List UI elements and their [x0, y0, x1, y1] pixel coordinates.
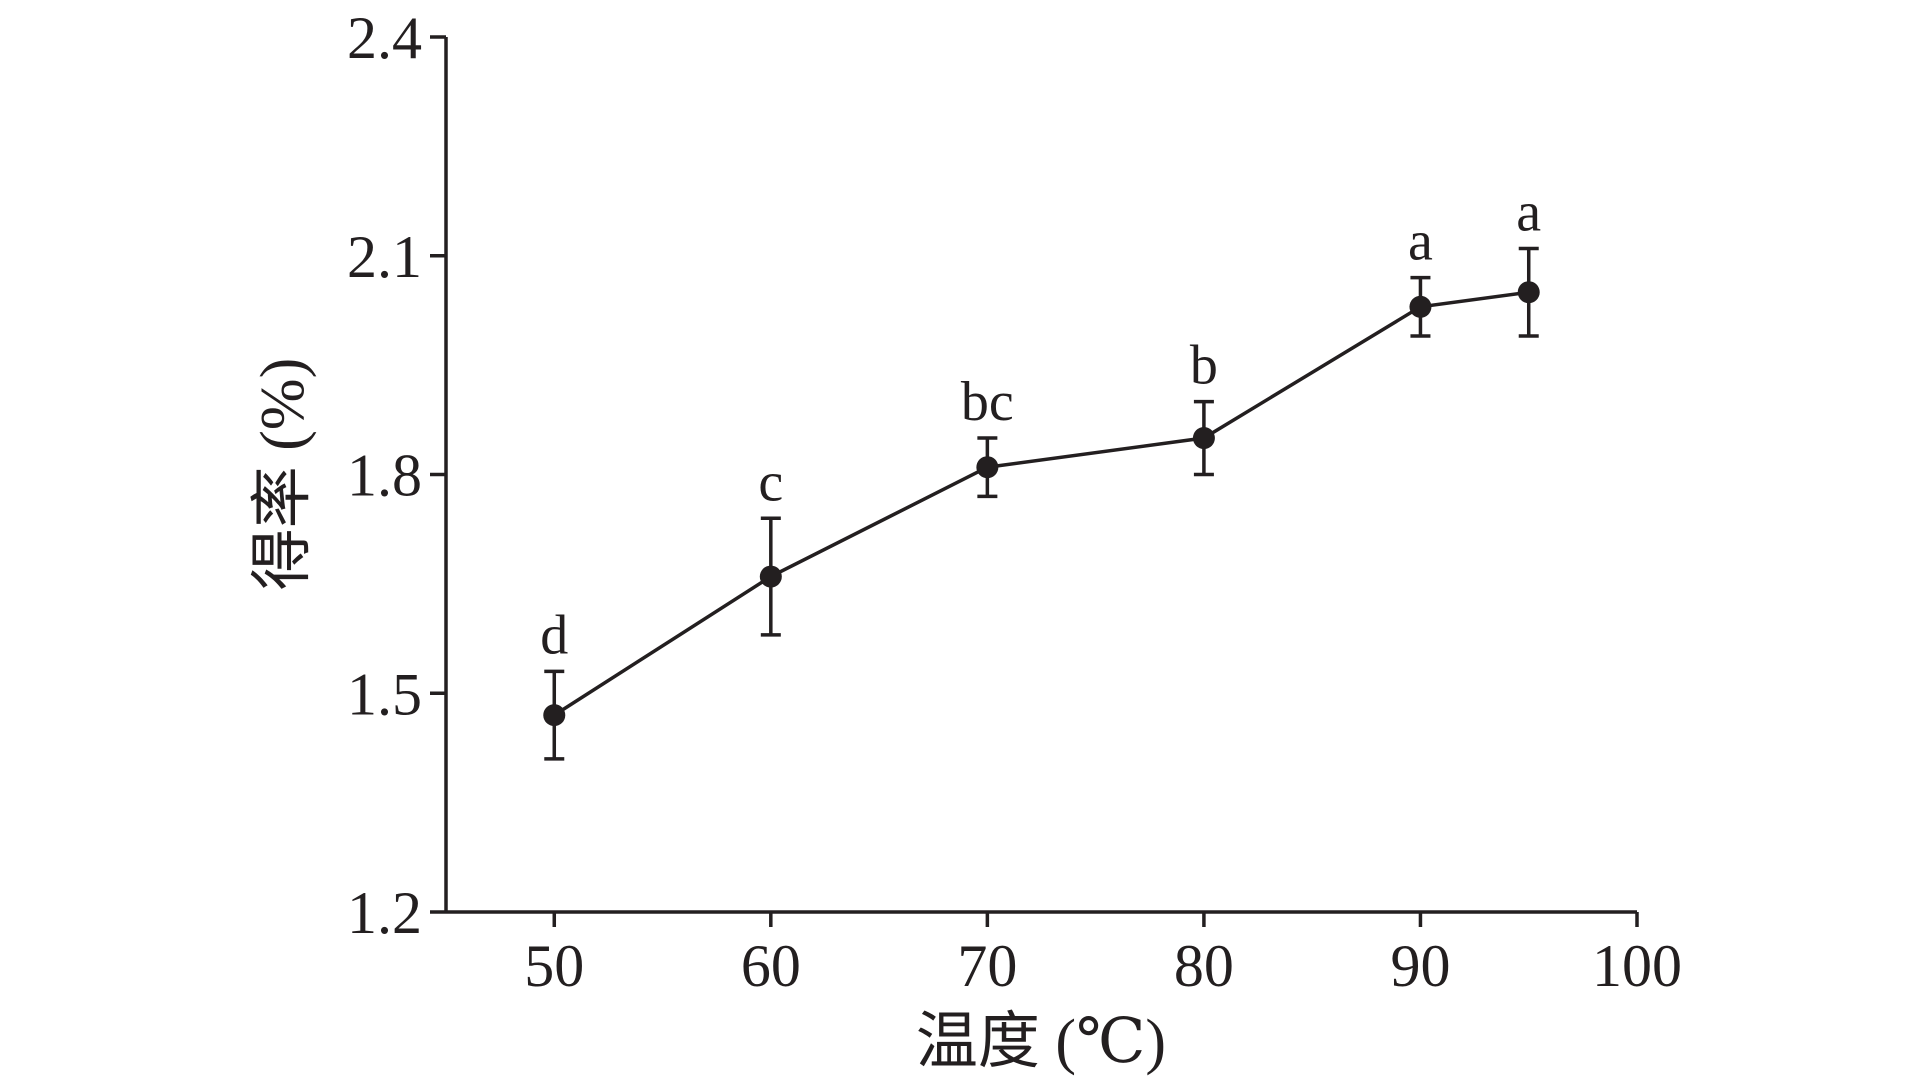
series-line: [553, 290, 1529, 717]
significance-letter: d: [540, 604, 568, 666]
y-tick-label: 2.4: [347, 5, 422, 71]
significance-letter: bc: [961, 371, 1014, 433]
x-tick-label: 60: [741, 933, 801, 999]
data-point: [759, 565, 782, 588]
significance-letter: a: [1516, 181, 1541, 243]
x-tick-label: 90: [1390, 933, 1450, 999]
plot-area: 1.2 1.5 1.8 2.1 2.4 50 60 70 80 90 100 d c bc b a a: [347, 5, 1682, 999]
x-tick-label: 70: [957, 933, 1017, 999]
data-point: [1192, 427, 1215, 450]
x-axis-title: 温度 (℃): [916, 1008, 1166, 1076]
y-tick-label: 2.1: [347, 224, 422, 290]
x-tick-label: 50: [524, 933, 584, 999]
x-tick-label: 80: [1174, 933, 1234, 999]
data-point: [1409, 295, 1432, 318]
data-point: [543, 704, 566, 727]
y-tick-label: 1.2: [347, 880, 422, 946]
data-point: [1517, 281, 1540, 304]
x-tick-label: 100: [1592, 933, 1682, 999]
significance-letter: a: [1408, 211, 1433, 273]
y-axis-title: 得率 (%): [249, 358, 317, 590]
data-point: [976, 456, 999, 479]
y-tick-label: 1.5: [347, 661, 422, 727]
significance-letter: c: [758, 451, 783, 513]
significance-letter: b: [1190, 335, 1218, 397]
y-tick-label: 1.8: [347, 443, 422, 509]
